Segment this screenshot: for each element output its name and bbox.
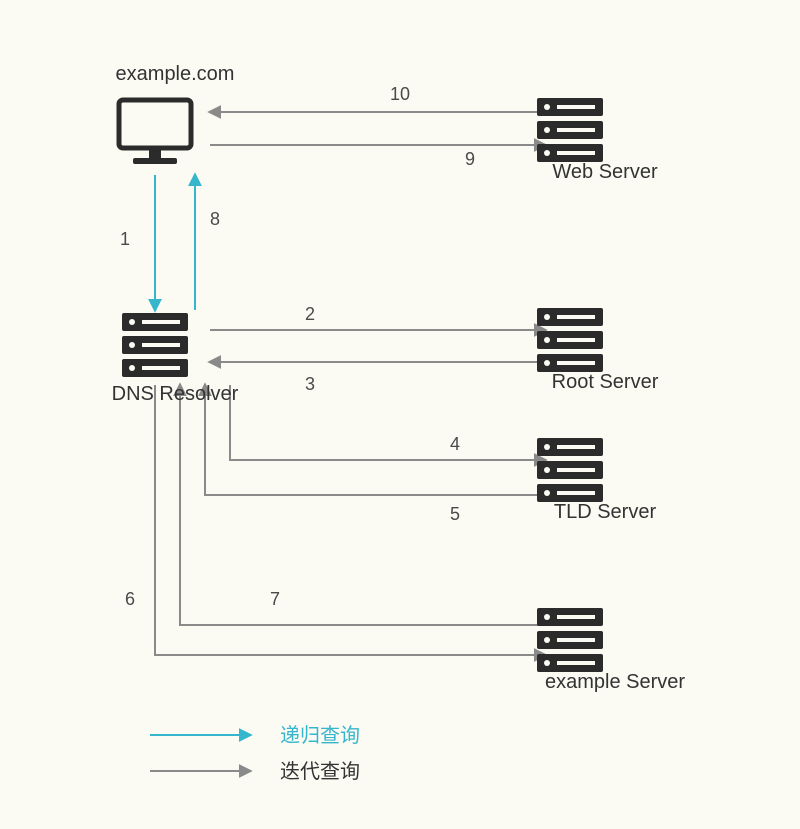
server-icon	[122, 313, 188, 377]
node-label-web: Web Server	[552, 161, 658, 183]
node-label-client: example.com	[116, 63, 235, 85]
nodes: example.com Web Server DNS Resolver Root Se…	[112, 63, 686, 693]
node-label-tld: TLD Server	[554, 501, 657, 523]
node-label-example: example Server	[545, 671, 685, 693]
server-icon	[537, 98, 603, 162]
edge-label-e5: 5	[450, 504, 460, 524]
node-label-resolver: DNS Resolver	[112, 383, 239, 405]
edge-label-e6: 6	[125, 589, 135, 609]
node-resolver: DNS Resolver	[112, 313, 239, 405]
edge-label-e8: 8	[210, 209, 220, 229]
edge-label-e3: 3	[305, 374, 315, 394]
edge-label-e4: 4	[450, 434, 460, 454]
edge-label-e1: 1	[120, 229, 130, 249]
node-root: Root Server	[537, 308, 659, 393]
legend-label-1: 迭代查询	[280, 760, 360, 783]
edge-e7	[180, 385, 545, 625]
edge-label-e9: 9	[465, 149, 475, 169]
edge-e6	[155, 385, 545, 655]
node-web: Web Server	[537, 98, 658, 183]
legend-label-0: 递归查询	[280, 724, 360, 747]
edge-label-e2: 2	[305, 304, 315, 324]
node-client: example.com	[116, 63, 235, 164]
server-icon	[537, 308, 603, 372]
monitor-icon	[119, 100, 191, 164]
legend: 递归查询迭代查询	[150, 724, 360, 783]
server-icon	[537, 438, 603, 502]
edge-label-e7: 7	[270, 589, 280, 609]
edge-e5	[205, 385, 545, 495]
edge-label-e10: 10	[390, 84, 410, 104]
edge-e4	[230, 385, 545, 460]
node-tld: TLD Server	[537, 438, 656, 523]
node-label-root: Root Server	[552, 371, 659, 393]
node-example: example Server	[537, 608, 685, 693]
server-icon	[537, 608, 603, 672]
